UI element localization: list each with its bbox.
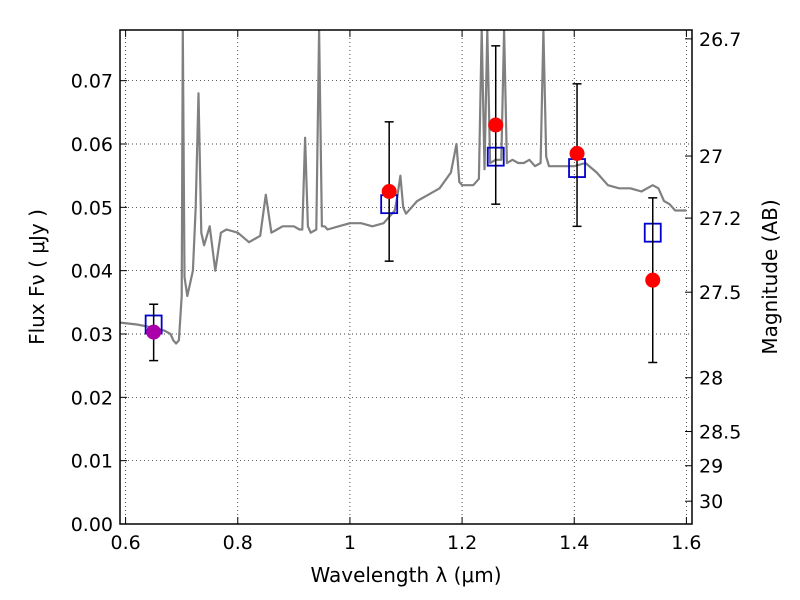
plot-frame	[119, 29, 693, 525]
x-tick-label: 1.6	[671, 532, 701, 554]
observed-point	[381, 184, 397, 199]
right-axis-title: Magnitude (AB)	[758, 199, 782, 354]
grid	[120, 30, 692, 524]
observed-point	[569, 146, 585, 161]
right-tick-label: 29	[699, 456, 723, 478]
y-tick-label: 0.02	[71, 387, 113, 409]
right-tick-label: 27.5	[699, 282, 741, 304]
markers	[144, 45, 662, 364]
y-tick-label: 0.05	[71, 197, 113, 219]
y-tick-label: 0.06	[71, 134, 113, 156]
y-tick-label: 0.03	[71, 324, 113, 346]
right-tick-label: 28.5	[699, 422, 741, 444]
x-tick-label: 0.6	[110, 532, 140, 554]
observed-point	[645, 272, 661, 288]
right-tick-label: 27	[699, 146, 723, 168]
y-axis-title: Flux Fν ( μJy )	[25, 209, 49, 345]
y-tick-label: 0.04	[71, 261, 113, 283]
observed-point	[488, 117, 504, 133]
y-tick-label: 0.01	[71, 451, 113, 473]
right-tick-label: 28	[699, 368, 723, 390]
x-axis-title: Wavelength λ (μm)	[310, 563, 501, 587]
right-tick-label: 30	[699, 491, 723, 513]
x-tick-label: 0.8	[223, 532, 253, 554]
x-tick-label: 1.2	[447, 532, 477, 554]
observed-point-magenta	[146, 324, 162, 340]
x-tick-label: 1.4	[559, 532, 589, 554]
labels: 0.6 0.8 1 1.2 1.4 1.6 0.00 0.01 0.02 0.03 0.04 0.05…	[71, 29, 742, 554]
right-tick-label: 26.7	[699, 29, 741, 51]
y-tick-label: 0.00	[71, 514, 113, 536]
x-tick-label: 1	[344, 532, 356, 554]
right-tick-label: 27.2	[699, 208, 741, 230]
y-tick-label: 0.07	[71, 71, 113, 93]
ticks	[120, 30, 692, 525]
